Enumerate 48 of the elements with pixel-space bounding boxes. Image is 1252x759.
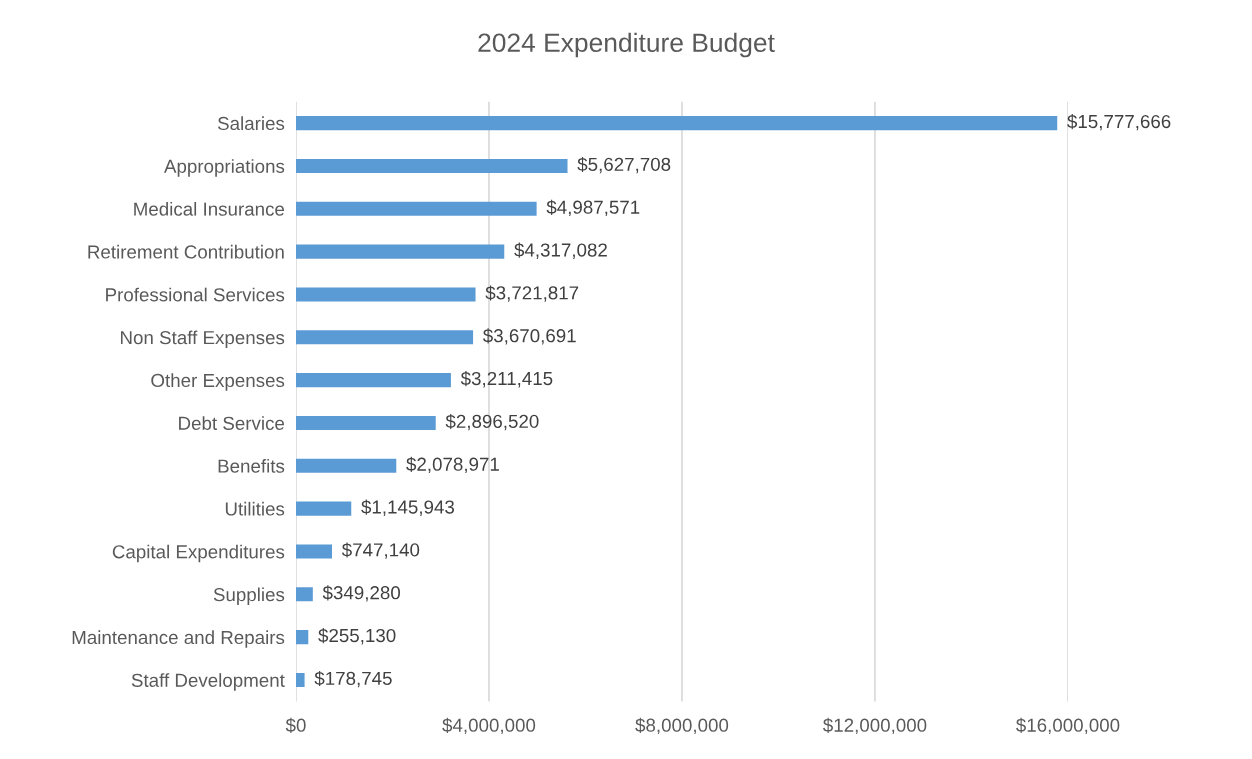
data-label: $4,987,571: [546, 199, 640, 217]
data-label: $3,670,691: [483, 328, 576, 345]
data-label: $1,145,943: [361, 499, 454, 516]
data-label: $747,140: [341, 542, 420, 559]
bar: [295, 373, 451, 388]
x-tick-label: $4,000,000: [442, 717, 536, 735]
bar: [295, 116, 1058, 131]
data-label: $15,777,666: [1067, 114, 1171, 131]
y-tick-label: Non Staff Expenses: [121, 330, 285, 348]
y-tick-label: Capital Expenditures: [112, 544, 285, 563]
data-label: $178,745: [314, 670, 392, 688]
bar: [295, 501, 352, 516]
bar: [295, 287, 476, 302]
data-label: $255,130: [318, 628, 396, 645]
data-label: $3,721,817: [485, 285, 579, 302]
y-tick-label: Professional Services: [106, 287, 285, 302]
bar: [295, 672, 305, 688]
bar: [295, 458, 397, 473]
y-tick-label: Staff Development: [131, 673, 285, 691]
x-tick-label: $0: [285, 717, 306, 733]
x-tick-label: $8,000,000: [635, 717, 729, 735]
y-tick-label: Utilities: [225, 501, 285, 516]
y-tick-label: Appropriations: [164, 159, 285, 177]
bar: [295, 544, 333, 559]
data-label: $349,280: [322, 585, 401, 602]
y-tick-label: Other Expenses: [151, 373, 285, 391]
bar: [295, 330, 474, 345]
chart-title: 2024 Expenditure Budget: [478, 32, 775, 58]
bar: [295, 415, 436, 431]
y-tick-label: Debt Service: [179, 416, 285, 430]
x-tick-label: $12,000,000: [823, 717, 927, 735]
data-label: $3,211,415: [460, 371, 553, 388]
y-tick-label: Salaries: [217, 116, 285, 131]
y-tick-label: Maintenance and Repairs: [72, 630, 285, 648]
bar: [295, 630, 309, 645]
y-tick-label: Medical Insurance: [134, 202, 285, 216]
y-tick-label: Retirement Contribution: [88, 244, 284, 259]
x-tick-label: $16,000,000: [1016, 717, 1120, 735]
data-label: $2,078,971: [406, 456, 499, 474]
y-tick-label: Supplies: [213, 587, 285, 605]
bar: [295, 201, 537, 216]
data-label: $2,896,520: [445, 413, 539, 431]
y-tick-label: Benefits: [218, 459, 285, 473]
data-label: $4,317,082: [514, 242, 607, 259]
bar: [295, 244, 505, 259]
bar: [295, 587, 313, 602]
data-label: $5,627,708: [577, 156, 671, 174]
bar: [295, 158, 568, 174]
